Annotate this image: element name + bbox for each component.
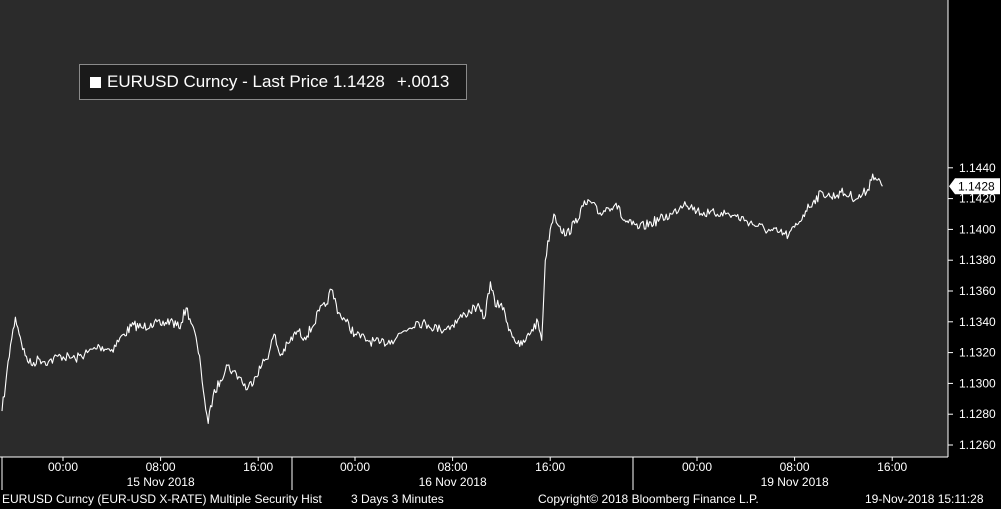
footer-period: 3 Days 3 Minutes [351, 492, 444, 506]
x-tick-label: 16:00 [535, 460, 565, 474]
last-price-tag [949, 178, 1000, 195]
legend-price: 1.1428 [332, 72, 385, 91]
footer-security-info: EURUSD Curncy (EUR-USD X-RATE) Multiple … [2, 492, 322, 506]
footer-copyright: Copyright© 2018 Bloomberg Finance L.P. [538, 492, 759, 506]
price-series [1, 173, 883, 424]
y-tick-label: 1.1440 [959, 161, 996, 175]
x-tick-label: 00:00 [682, 460, 712, 474]
last-price-label: 1.1428 [958, 179, 995, 193]
x-date-label: 19 Nov 2018 [761, 475, 829, 489]
y-tick-label: 1.1260 [959, 438, 996, 452]
legend-field: Last Price [252, 72, 329, 91]
legend-change: +.0013 [396, 72, 450, 91]
footer-timestamp: 19-Nov-2018 15:11:28 [865, 492, 984, 506]
x-tick-label: 08:00 [780, 460, 810, 474]
x-tick-label: 16:00 [243, 460, 273, 474]
legend-security: EURUSD Curncy [107, 72, 238, 91]
x-tick-label: 00:00 [48, 460, 78, 474]
x-date-label: 15 Nov 2018 [127, 475, 195, 489]
x-axis: 00:00 08:00 16:00 00:00 08:00 16:00 00:00 08:00… [0, 456, 948, 490]
x-tick-label: 16:00 [877, 460, 907, 474]
legend: EURUSD Curncy - Last Price 1.1428 +.0013 [79, 64, 467, 100]
y-tick-label: 1.1400 [959, 222, 996, 236]
y-tick-label: 1.1280 [959, 407, 996, 421]
y-tick-label: 1.1320 [959, 346, 996, 360]
legend-separator: - [242, 72, 248, 91]
y-tick-label: 1.1360 [959, 284, 996, 298]
x-tick-label: 08:00 [146, 460, 176, 474]
y-axis: 1.1260 1.1280 1.1300 1.1320 1.1340 1.1360 1.13… [947, 0, 996, 457]
y-tick-label: 1.1300 [959, 376, 996, 390]
legend-swatch [90, 76, 101, 88]
x-tick-label: 00:00 [340, 460, 370, 474]
x-date-label: 16 Nov 2018 [419, 475, 487, 489]
y-tick-label: 1.1380 [959, 253, 996, 267]
x-tick-label: 08:00 [438, 460, 468, 474]
footer: EURUSD Curncy (EUR-USD X-RATE) Multiple … [0, 491, 1001, 509]
y-tick-label: 1.1340 [959, 315, 996, 329]
price-line [1, 173, 883, 424]
last-price-marker: 1.1428 [949, 178, 1000, 195]
y-tick-label: 1.1420 [959, 192, 996, 206]
